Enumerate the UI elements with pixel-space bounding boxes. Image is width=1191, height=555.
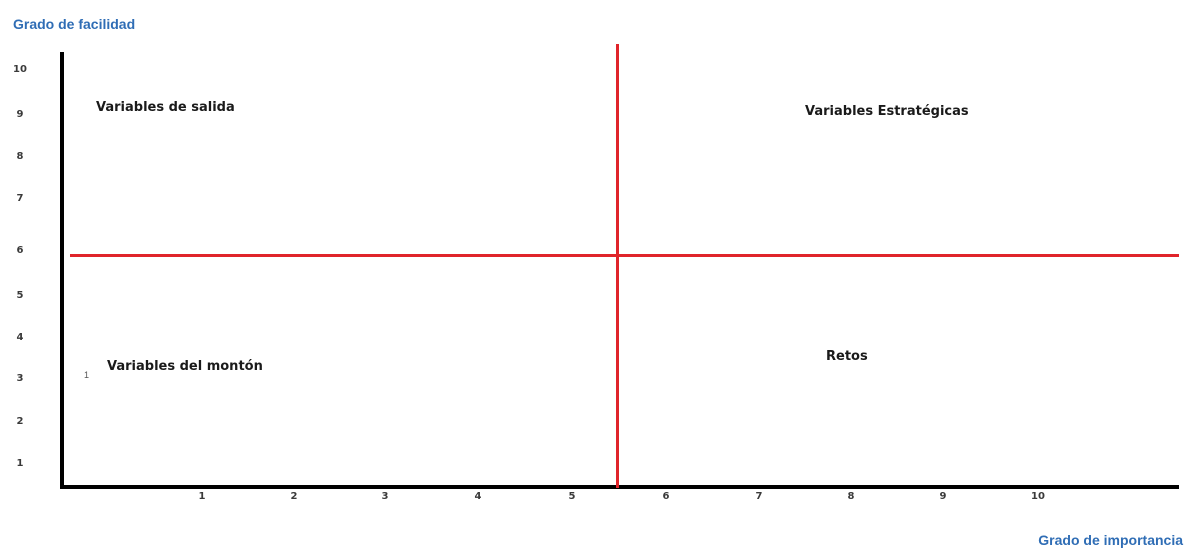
x-tick-label: 2 — [290, 491, 298, 502]
x-tick-label: 3 — [381, 491, 389, 502]
x-tick-label: 7 — [755, 491, 763, 502]
y-tick-label: 7 — [16, 193, 24, 204]
x-tick-label: 4 — [474, 491, 482, 502]
x-tick-label: 10 — [1031, 491, 1045, 502]
vertical-divider — [616, 44, 619, 488]
y-tick-label: 6 — [16, 245, 24, 256]
stray-mark: 1 — [84, 370, 90, 380]
x-axis-line — [60, 485, 1179, 489]
x-tick-label: 8 — [847, 491, 855, 502]
x-tick-label: 6 — [662, 491, 670, 502]
quadrant-label-bottom-right: Retos — [826, 349, 868, 364]
y-tick-label: 9 — [16, 109, 24, 120]
x-tick-label: 5 — [568, 491, 576, 502]
y-axis-line — [60, 52, 64, 488]
x-tick-label: 9 — [939, 491, 947, 502]
y-tick-label: 8 — [16, 151, 24, 162]
quadrant-label-top-left: Variables de salida — [96, 100, 235, 115]
quadrant-label-bottom-left: Variables del montón — [107, 359, 263, 374]
quadrant-label-top-right: Variables Estratégicas — [805, 104, 969, 119]
y-tick-label: 2 — [16, 416, 24, 427]
y-axis-title: Grado de facilidad — [13, 16, 136, 32]
horizontal-divider — [70, 254, 1179, 257]
y-tick-label: 3 — [16, 373, 24, 384]
x-tick-label: 1 — [198, 491, 206, 502]
y-tick-label: 10 — [13, 64, 27, 75]
y-tick-label: 4 — [16, 332, 24, 343]
y-tick-label: 1 — [16, 458, 24, 469]
x-axis-title: Grado de importancia — [1038, 532, 1183, 548]
y-tick-label: 5 — [16, 290, 24, 301]
